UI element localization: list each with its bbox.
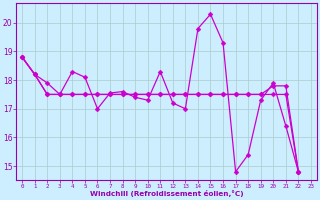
X-axis label: Windchill (Refroidissement éolien,°C): Windchill (Refroidissement éolien,°C) [90, 190, 244, 197]
